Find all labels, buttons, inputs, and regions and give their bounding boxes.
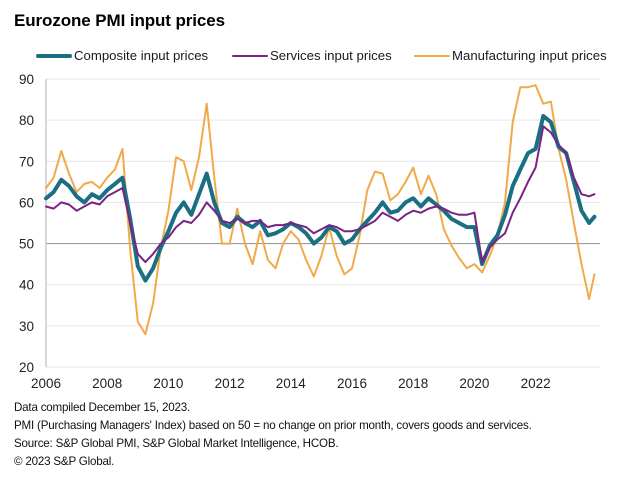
- legend-label-services: Services input prices: [270, 48, 392, 63]
- y-tick-label-50: 50: [19, 237, 34, 252]
- x-tick-label-2010: 2010: [153, 376, 183, 391]
- y-axis-ticks: 20 30 40 50 60 70 80 90: [19, 72, 34, 375]
- footnote-copyright: © 2023 S&P Global.: [14, 455, 115, 468]
- legend-item-services: Services input prices: [232, 48, 392, 63]
- y-tick-label-70: 70: [19, 154, 34, 169]
- line-chart: 20 30 40 50 60 70 80 90 2006 2008 2010 2012 2014 201…: [19, 72, 600, 391]
- series-services-line: [45, 125, 596, 264]
- series-lines: [44, 84, 597, 336]
- x-tick-label-2006: 2006: [31, 376, 61, 391]
- x-tick-label-2008: 2008: [92, 376, 122, 391]
- chart-title: Eurozone PMI input prices: [14, 11, 225, 30]
- axes: [45, 79, 600, 367]
- x-tick-label-2016: 2016: [337, 376, 367, 391]
- footnote-source: Source: S&P Global PMI, S&P Global Marke…: [14, 437, 339, 450]
- series-composite-line: [44, 114, 597, 283]
- footnote-data-compiled: Data compiled December 15, 2023.: [14, 401, 190, 414]
- x-tick-label-2014: 2014: [276, 376, 307, 391]
- gridlines: [46, 78, 600, 368]
- y-tick-label-90: 90: [19, 72, 34, 87]
- y-tick-label-60: 60: [19, 195, 34, 210]
- footnote-pmi-definition: PMI (Purchasing Managers' Index) based o…: [14, 419, 532, 432]
- y-tick-label-40: 40: [19, 278, 34, 293]
- series-manufacturing-line: [45, 84, 596, 336]
- legend-swatch-services: [232, 54, 268, 57]
- y-tick-label-30: 30: [19, 319, 34, 334]
- chart-footnotes: Data compiled December 15, 2023. PMI (Pu…: [14, 399, 532, 471]
- x-tick-label-2020: 2020: [459, 376, 489, 391]
- x-tick-label-2022: 2022: [521, 376, 551, 391]
- legend-item-manufacturing: Manufacturing input prices: [414, 48, 607, 63]
- legend-label-composite: Composite input prices: [74, 48, 209, 63]
- y-tick-label-80: 80: [19, 113, 34, 128]
- x-axis-ticks: 2006 2008 2010 2012 2014 2016 2018 2020 2022: [31, 376, 551, 391]
- legend-item-composite: Composite input prices: [36, 48, 208, 63]
- x-tick-label-2018: 2018: [398, 376, 428, 391]
- x-tick-label-2012: 2012: [215, 376, 245, 391]
- y-tick-label-20: 20: [19, 360, 34, 375]
- legend-label-manufacturing: Manufacturing input prices: [452, 48, 607, 63]
- legend-swatch-manufacturing: [414, 54, 450, 57]
- legend-swatch-composite: [36, 53, 72, 58]
